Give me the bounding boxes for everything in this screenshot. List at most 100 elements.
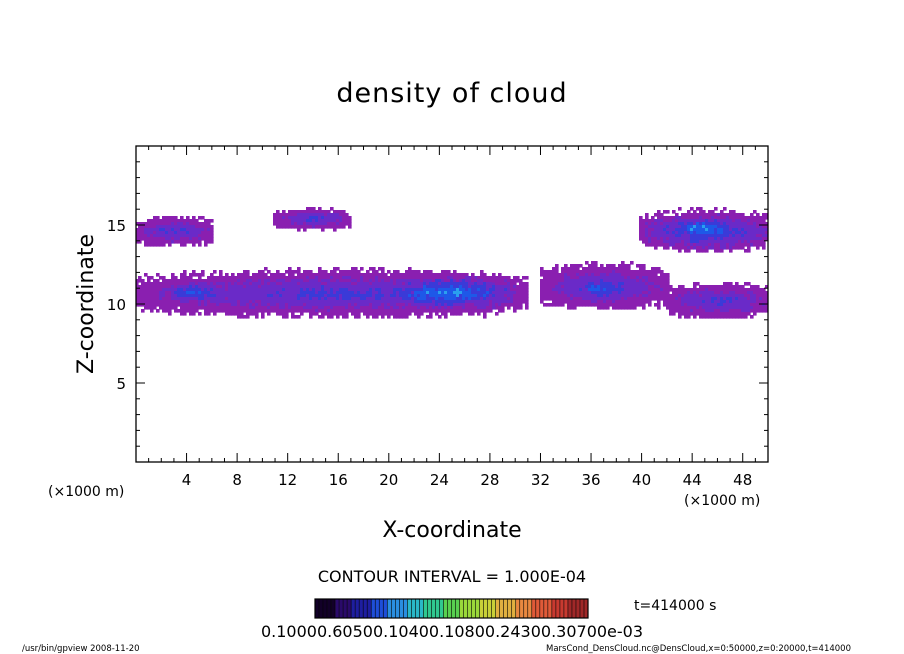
cloud-cell [525, 297, 529, 301]
cloud-cell [324, 309, 328, 313]
cloud-cell [453, 312, 457, 316]
cloud-cell [219, 306, 223, 310]
cloud-cell [513, 294, 517, 298]
cloud-cell [744, 294, 748, 298]
cloud-cell [195, 303, 199, 307]
cloud-cell [621, 276, 625, 280]
cloud-cell [180, 216, 184, 220]
cloud-cell [432, 288, 436, 292]
cloud-cell [171, 219, 175, 223]
cloud-cell [501, 276, 505, 280]
cloud-cell [423, 291, 427, 295]
cloud-cell [399, 312, 403, 316]
cloud-cell [480, 282, 484, 286]
cloud-cell [750, 300, 754, 304]
cloud-cell [300, 300, 304, 304]
cloud-cell [717, 288, 721, 292]
cloud-cell [291, 273, 295, 277]
cloud-cell [375, 297, 379, 301]
cloud-cell [354, 282, 358, 286]
cloud-cell [435, 276, 439, 280]
cloud-cell [261, 303, 265, 307]
cloud-cell [717, 225, 721, 229]
cloud-cell [327, 300, 331, 304]
cloud-cell [612, 294, 616, 298]
cloud-cell [252, 312, 256, 316]
cloud-cell [450, 306, 454, 310]
cloud-cell [648, 303, 652, 307]
cloud-cell [462, 285, 466, 289]
cloud-cell [474, 303, 478, 307]
cloud-cell [258, 294, 262, 298]
cloud-cell [762, 300, 766, 304]
cloud-cell [603, 297, 607, 301]
cloud-cell [150, 240, 154, 244]
cloud-cell [345, 219, 349, 223]
cloud-cell [651, 276, 655, 280]
cloud-cell [579, 303, 583, 307]
cloud-cell [369, 276, 373, 280]
cloud-cell [381, 279, 385, 283]
cloud-cell [606, 306, 610, 310]
cloud-cell [747, 219, 751, 223]
cloud-cell [348, 225, 352, 229]
cloud-cell [136, 222, 139, 226]
cloud-cell [498, 276, 502, 280]
cloud-cell [402, 306, 406, 310]
cloud-cell [699, 297, 703, 301]
cloud-cell [312, 276, 316, 280]
cloud-cell [336, 297, 340, 301]
cloud-cell [633, 306, 637, 310]
cloud-cell [273, 276, 277, 280]
cloud-cell [507, 297, 511, 301]
cloud-cell [693, 300, 697, 304]
cloud-cell [270, 309, 274, 313]
cloud-cell [519, 300, 523, 304]
cloud-cell [159, 303, 163, 307]
cloud-cell [174, 237, 178, 241]
cloud-cell [633, 282, 637, 286]
cloud-cell [570, 306, 574, 310]
cloud-cell [138, 291, 142, 295]
cloud-cell [678, 294, 682, 298]
cloud-cell [468, 288, 472, 292]
cloud-cell [519, 303, 523, 307]
cloud-cell [288, 222, 292, 226]
cloud-cell [330, 315, 334, 319]
cloud-cell [639, 237, 643, 241]
cloud-cell [291, 294, 295, 298]
cloud-cell [189, 312, 193, 316]
cloud-cell [345, 303, 349, 307]
cloud-cell [489, 291, 493, 295]
cloud-cell [483, 294, 487, 298]
cloud-cell [732, 213, 736, 217]
cloud-cell [624, 264, 628, 268]
cloud-cell [717, 300, 721, 304]
cloud-cell [504, 300, 508, 304]
cloud-cell [558, 291, 562, 295]
cloud-cell [708, 240, 712, 244]
cloud-cell [273, 291, 277, 295]
cloud-cell [258, 270, 262, 274]
cloud-cell [702, 300, 706, 304]
cloud-cell [150, 243, 154, 247]
cloud-cell [348, 273, 352, 277]
cloud-cell [663, 300, 667, 304]
cloud-cell [348, 222, 352, 226]
cloud-cell [312, 300, 316, 304]
cloud-cell [732, 210, 736, 214]
cloud-cell [669, 234, 673, 238]
cloud-cell [276, 309, 280, 313]
cloud-cell [390, 300, 394, 304]
cloud-cell [177, 285, 181, 289]
cloud-cell [405, 273, 409, 277]
cloud-cell [648, 234, 652, 238]
cloud-cell [306, 282, 310, 286]
cloud-cell [438, 294, 442, 298]
cloud-cell [471, 294, 475, 298]
cloud-cell [150, 300, 154, 304]
cloud-cell [177, 219, 181, 223]
cloud-cell [210, 279, 214, 283]
cloud-cell [228, 312, 232, 316]
cloud-cell [600, 291, 604, 295]
